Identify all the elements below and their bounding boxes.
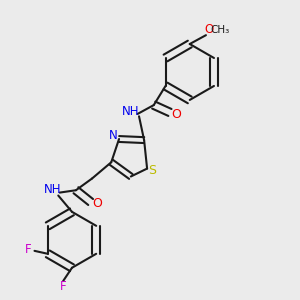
Text: F: F [60,280,67,293]
Text: O: O [171,108,181,121]
Text: NH: NH [122,105,139,118]
Text: N: N [110,129,118,142]
Text: NH: NH [44,183,61,196]
Text: O: O [92,197,102,210]
Text: S: S [148,164,156,177]
Text: F: F [25,243,32,256]
Text: O: O [204,23,214,36]
Text: CH₃: CH₃ [211,25,230,35]
